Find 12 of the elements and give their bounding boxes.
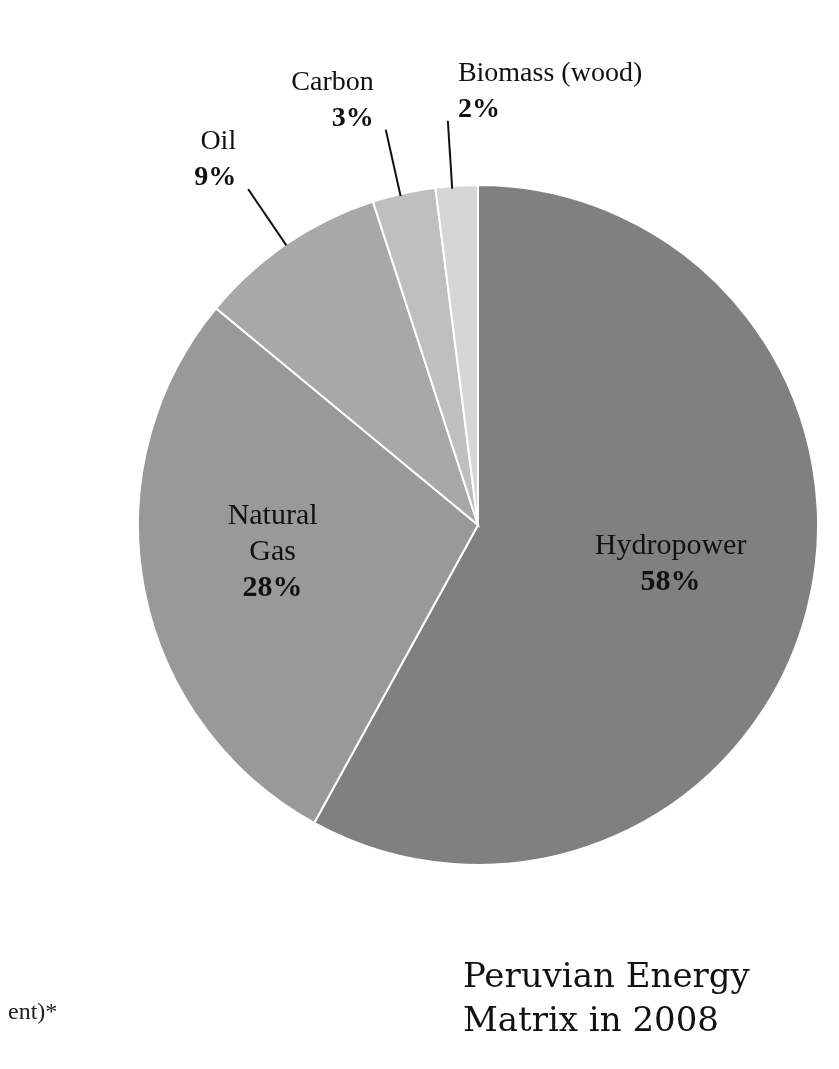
data-label: 3% xyxy=(331,100,374,132)
slice-label: Biomass (wood) xyxy=(457,55,643,87)
slice-label: Oil xyxy=(200,124,237,156)
text: Peruvian Energy Matrix in 2008 xyxy=(463,954,751,1041)
data-label: 28% xyxy=(242,569,303,603)
slice-label: Hydropower xyxy=(594,526,747,560)
slice-label: Natural Gas xyxy=(227,497,318,567)
data-label: 58% xyxy=(640,562,701,596)
data-label: 9% xyxy=(194,160,237,192)
slice-label: Carbon xyxy=(291,64,374,96)
text: ent)* xyxy=(8,998,58,1025)
data-label: 2% xyxy=(457,91,500,123)
